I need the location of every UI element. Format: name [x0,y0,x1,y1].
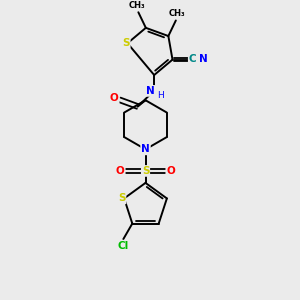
Text: Cl: Cl [118,241,129,251]
Text: CH₃: CH₃ [169,9,186,18]
Text: N: N [146,86,155,96]
Text: CH₃: CH₃ [128,1,145,10]
Text: S: S [122,38,130,48]
Text: O: O [116,166,125,176]
Text: C: C [189,54,196,64]
Text: S: S [118,194,125,203]
Text: N: N [199,54,208,64]
Text: S: S [142,166,149,176]
Text: H: H [158,91,164,100]
Text: O: O [166,166,175,176]
Text: N: N [141,144,150,154]
Text: O: O [110,93,119,103]
